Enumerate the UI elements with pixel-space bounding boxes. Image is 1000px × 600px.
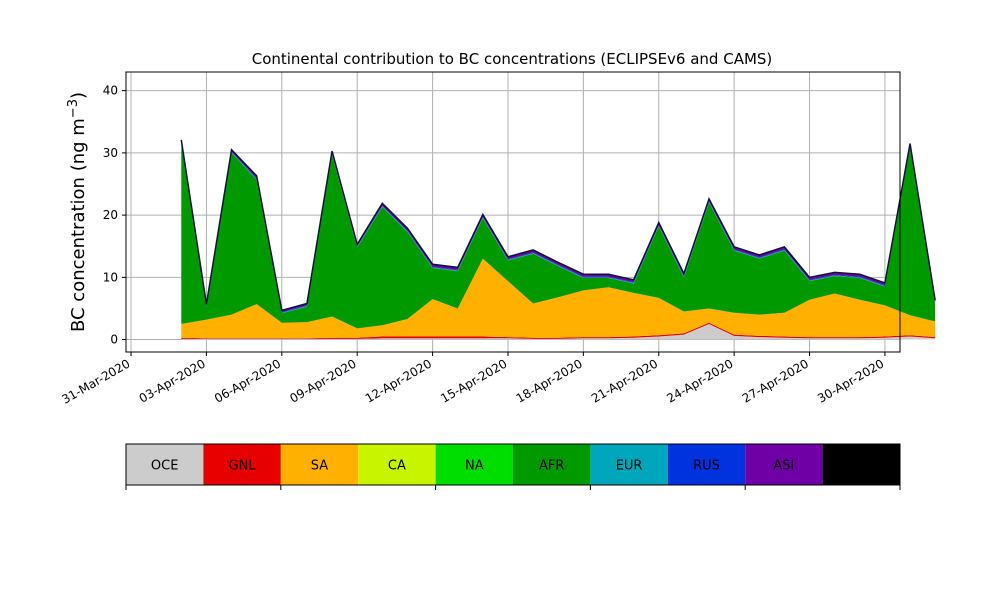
- y-tick-label: 40: [103, 84, 118, 98]
- plot-frame: [125, 71, 901, 353]
- legend-label-asi: ASI: [773, 459, 794, 474]
- legend-label-eur: EUR: [616, 459, 643, 474]
- legend-swatch-afr: [513, 444, 591, 485]
- x-tick-label: 24-Apr-2020: [664, 356, 735, 405]
- legend-frame: [125, 443, 901, 486]
- y-tick-label: 10: [103, 270, 118, 284]
- y-tick-label: 0: [110, 333, 118, 347]
- legend-swatch-eur: [590, 444, 668, 485]
- x-tick-label: 12-Apr-2020: [363, 356, 434, 405]
- y-tick-label: 20: [103, 208, 118, 222]
- legend-swatch-ca: [358, 444, 436, 485]
- x-tick-label: 09-Apr-2020: [287, 356, 358, 405]
- area-afr: [181, 143, 936, 329]
- x-tick-label: 15-Apr-2020: [438, 356, 509, 405]
- x-tick-label: 18-Apr-2020: [514, 356, 585, 405]
- legend-swatch-na: [435, 444, 513, 485]
- chart-title: Continental contribution to BC concentra…: [252, 50, 773, 68]
- legend-swatch-asi: [745, 444, 823, 485]
- legend-swatch-sa: [280, 444, 359, 485]
- legend-label-gnl: GNL: [229, 459, 257, 474]
- legend: OCE GNL SA CA NA AFR EUR RUS ASI AUS: [125, 443, 901, 490]
- legend-swatch-oce: [126, 444, 204, 485]
- legend-label-afr: AFR: [539, 459, 564, 474]
- legend-swatch-aus: [822, 444, 900, 485]
- legend-label-rus: RUS: [693, 459, 720, 474]
- legend-swatch-gnl: [203, 444, 281, 485]
- legend-label-ca: CA: [388, 459, 406, 474]
- legend-label-sa: SA: [311, 459, 328, 474]
- area-sa: [181, 258, 936, 339]
- y-axis-label-close: ): [68, 92, 89, 99]
- legend-label-na: NA: [465, 459, 484, 474]
- x-tick-label: 06-Apr-2020: [212, 356, 283, 405]
- total-line: [180, 139, 936, 312]
- x-tick-label: 21-Apr-2020: [589, 356, 660, 405]
- y-axis-label: BC concentration (ng m−3): [66, 92, 89, 332]
- y-axis-ticks: 0 10 20 30 40: [103, 84, 126, 347]
- y-axis-label-main: BC concentration (ng m: [68, 118, 89, 332]
- total-outline: [180, 139, 936, 312]
- x-axis-ticks: 31-Mar-2020 03-Apr-2020 06-Apr-2020 09-Apr-…: [59, 352, 886, 407]
- legend-swatch-rus: [667, 444, 746, 485]
- stacked-areas: [181, 139, 936, 340]
- legend-label-oce: OCE: [151, 459, 179, 474]
- area-gnl: [181, 322, 936, 339]
- x-tick-label: 31-Mar-2020: [59, 356, 132, 406]
- x-tick-label: 27-Apr-2020: [740, 356, 811, 405]
- x-tick-label: 30-Apr-2020: [815, 356, 886, 405]
- x-tick-label: 03-Apr-2020: [137, 356, 208, 405]
- y-axis-label-superscript: −3: [66, 99, 81, 118]
- legend-label-aus: AUS: [848, 459, 875, 474]
- y-tick-label: 30: [103, 146, 118, 160]
